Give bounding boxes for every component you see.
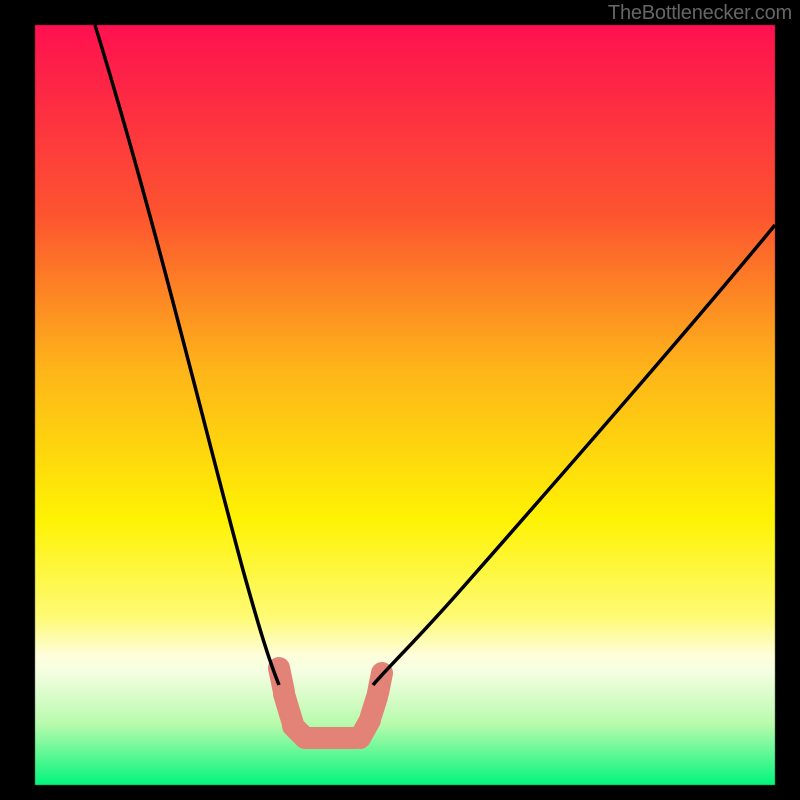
curve-right: [373, 225, 775, 685]
valley-marker-segment: [293, 726, 355, 738]
curve-left: [95, 25, 279, 685]
valley-marker: [279, 668, 382, 738]
watermark-text: TheBottlenecker.com: [608, 2, 792, 25]
bottleneck-chart: [0, 0, 800, 800]
